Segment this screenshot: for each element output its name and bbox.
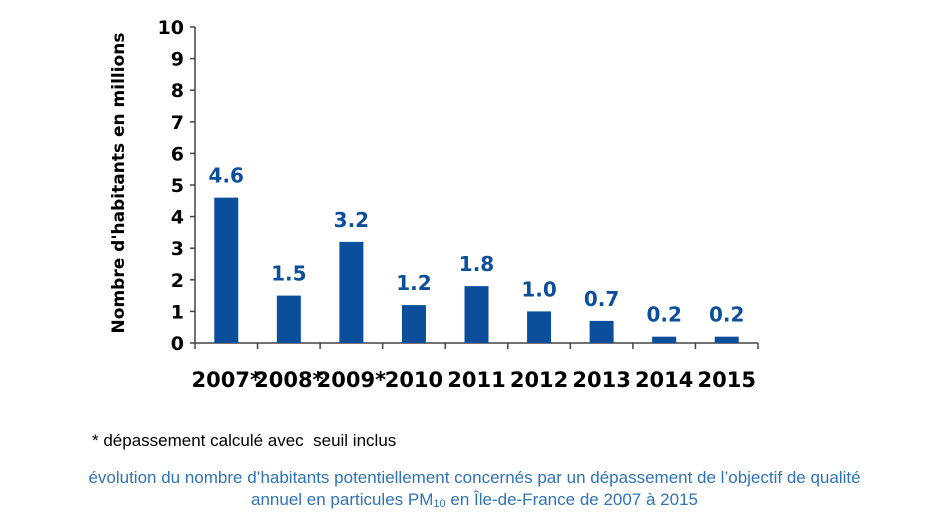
x-tick-label: 2013 <box>572 368 630 392</box>
bar <box>339 241 364 343</box>
bar-value-label: 0.2 <box>709 303 744 327</box>
value-labels: 4.6 1.5 3.2 1.2 1.8 1.0 0.7 0.2 0.2 <box>209 164 745 327</box>
y-tick-label: 2 <box>171 270 184 292</box>
bar-value-label: 0.2 <box>646 303 681 327</box>
bar <box>589 320 614 343</box>
y-tick-label: 8 <box>171 80 184 102</box>
x-tick-label: 2012 <box>510 368 568 392</box>
y-tick-label: 4 <box>171 207 184 229</box>
x-tick-label: 2014 <box>635 368 693 392</box>
y-tick-label: 1 <box>171 301 184 323</box>
x-tick-label: 2010 <box>385 368 443 392</box>
bar <box>652 336 677 343</box>
y-tick-label: 10 <box>158 17 184 39</box>
bar-chart: 0 1 2 3 4 5 6 7 8 9 10 2007*2008*2009*2010 2011 2012… <box>109 17 759 392</box>
bar <box>214 197 239 343</box>
y-axis-title: Nombre d'habitants en millions <box>109 33 129 334</box>
bar <box>714 336 739 343</box>
bars <box>214 197 739 343</box>
bar-value-label: 1.8 <box>459 252 494 276</box>
x-axis: 2007*2008*2009*2010 2011 2012 2013 2014 2015 <box>192 342 759 392</box>
y-tick-label: 9 <box>171 49 184 71</box>
y-tick-label: 3 <box>171 238 184 260</box>
figure-caption: évolution du nombre d’habitants potentie… <box>0 467 949 513</box>
bar <box>401 305 426 343</box>
bar-value-label: 0.7 <box>584 287 619 311</box>
x-tick-label: 2009* <box>317 368 386 392</box>
bar <box>527 311 552 343</box>
y-tick-label: 7 <box>171 112 184 134</box>
x-tick-label: 2007* <box>192 368 261 392</box>
bar-value-label: 1.0 <box>521 277 556 301</box>
y-tick-label: 5 <box>171 175 184 197</box>
caption-subscript: 10 <box>433 498 446 510</box>
bar-value-label: 1.5 <box>271 262 306 286</box>
footnote: * dépassement calculé avec seuil inclus <box>92 431 397 450</box>
x-tick-label: 2011 <box>447 368 505 392</box>
x-tick-label: 2015 <box>697 368 755 392</box>
y-axis: 0 1 2 3 4 5 6 7 8 9 10 <box>158 17 196 355</box>
caption-line-2-prefix: annuel en particules PM <box>251 490 434 509</box>
bar-value-label: 1.2 <box>396 271 431 295</box>
bar <box>464 286 489 343</box>
y-tick-label: 6 <box>171 143 184 165</box>
bar-value-label: 4.6 <box>209 164 244 188</box>
y-tick-label: 0 <box>171 333 184 355</box>
caption-line-1: évolution du nombre d’habitants potentie… <box>88 468 861 487</box>
bar <box>276 295 301 343</box>
x-tick-label: 2008* <box>254 368 323 392</box>
caption-line-2-suffix: en Île-de-France de 2007 à 2015 <box>445 490 698 509</box>
caption-line-2: annuel en particules PM10 en Île-de-Fran… <box>0 489 949 513</box>
bar-value-label: 3.2 <box>334 208 369 232</box>
